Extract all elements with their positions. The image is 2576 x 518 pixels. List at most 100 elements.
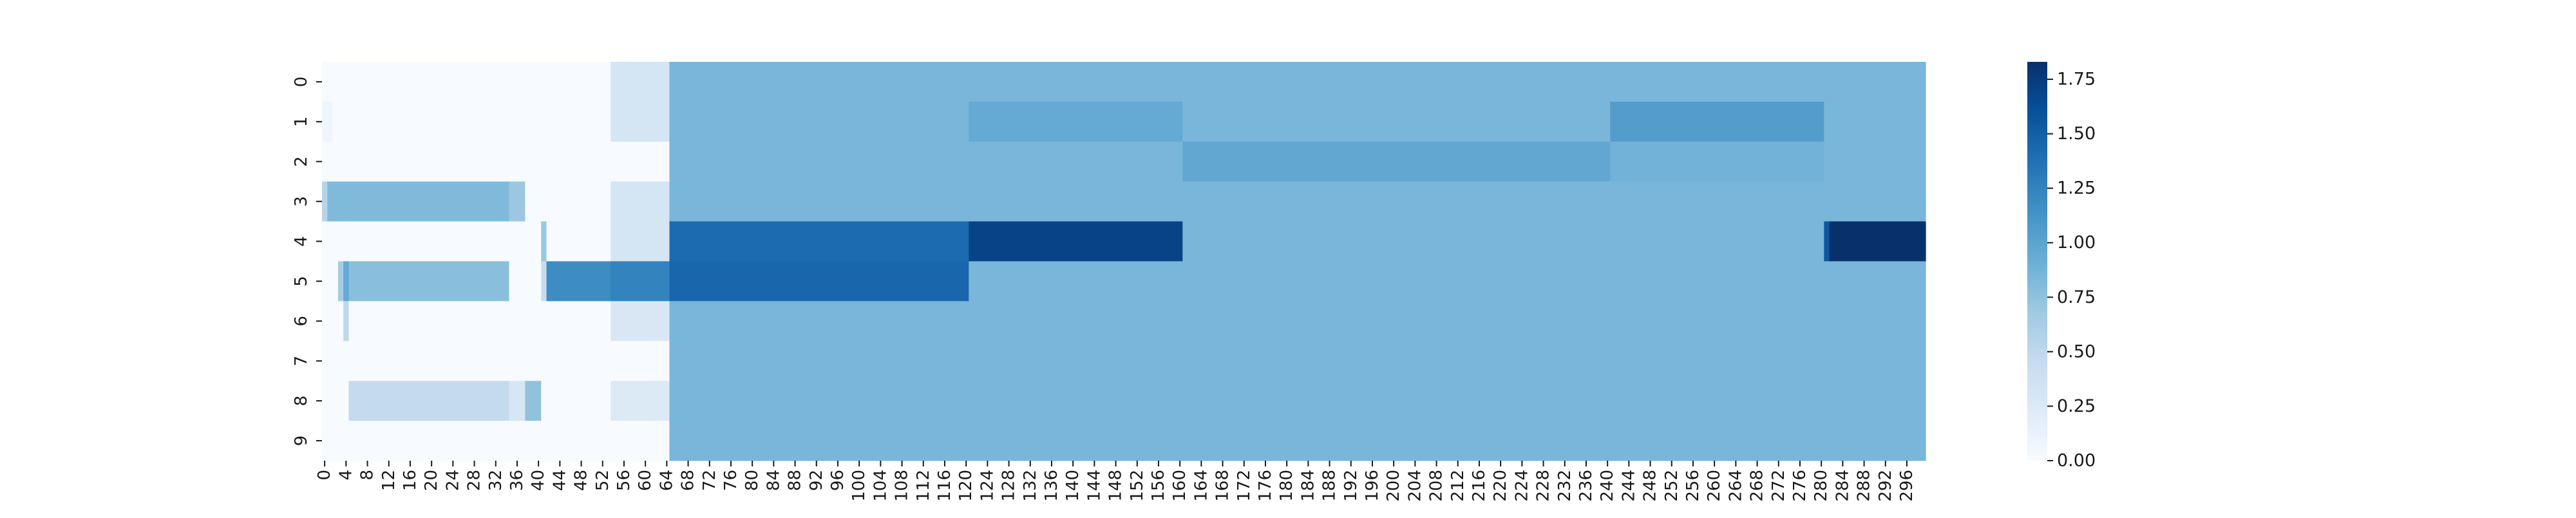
heatmap-cell xyxy=(1182,141,1611,182)
heatmap-cell xyxy=(343,301,350,341)
y-axis-ticks: 0 1 2 3 4 5 6 7 8 9 xyxy=(292,77,322,446)
x-tick-label: 220 xyxy=(1491,470,1510,502)
x-tick-label: 176 xyxy=(1256,470,1275,502)
x-tick-label: 44 xyxy=(550,470,569,491)
heatmap-cell xyxy=(669,381,1926,421)
y-tick-label: 1 xyxy=(292,117,311,128)
x-tick-label: 264 xyxy=(1726,470,1745,502)
x-tick-label: 40 xyxy=(529,470,548,491)
heatmap-cell xyxy=(322,62,611,102)
x-tick-label: 32 xyxy=(486,470,506,491)
heatmap-cell xyxy=(669,261,969,302)
x-tick-label: 280 xyxy=(1812,470,1831,502)
x-tick-label: 136 xyxy=(1042,470,1061,502)
heatmap-cell xyxy=(669,221,969,262)
x-tick-label: 12 xyxy=(379,470,399,491)
heatmap-cell xyxy=(322,101,334,142)
x-tick-label: 256 xyxy=(1683,470,1703,502)
x-tick-label: 288 xyxy=(1855,470,1874,502)
x-tick-label: 232 xyxy=(1555,470,1575,502)
heatmap-cell xyxy=(322,341,670,381)
x-tick-label: 28 xyxy=(465,470,484,491)
x-tick-label: 168 xyxy=(1213,470,1233,502)
x-tick-label: 196 xyxy=(1363,470,1382,502)
x-tick-label: 152 xyxy=(1128,470,1147,502)
heatmap-cell xyxy=(1829,221,1926,262)
colorbar: 0.00 0.25 0.50 0.75 1.00 1.25 1.50 1.75 xyxy=(2027,62,2096,471)
x-tick-label: 76 xyxy=(721,470,741,491)
colorbar-tick-label: 1.75 xyxy=(2057,70,2096,90)
heatmap-cell xyxy=(525,381,542,421)
heatmap-cell xyxy=(669,341,1926,381)
heatmap-cell xyxy=(525,181,611,222)
x-tick-label: 212 xyxy=(1448,470,1468,502)
x-tick-label: 268 xyxy=(1748,470,1767,502)
colorbar-tick-label: 0.00 xyxy=(2057,451,2096,471)
x-tick-label: 96 xyxy=(828,470,848,491)
x-tick-label: 160 xyxy=(1170,470,1189,502)
x-tick-label: 128 xyxy=(999,470,1019,502)
x-tick-label: 132 xyxy=(1021,470,1040,502)
x-tick-label: 164 xyxy=(1191,470,1211,502)
heatmap-cell xyxy=(1824,141,1926,182)
heatmap-cell xyxy=(332,101,611,142)
x-tick-label: 8 xyxy=(358,470,377,481)
x-tick-label: 68 xyxy=(679,470,698,491)
x-tick-label: 0 xyxy=(315,470,334,481)
heatmap-cell xyxy=(541,261,547,302)
x-tick-label: 296 xyxy=(1897,470,1917,502)
heatmap-cell xyxy=(1182,101,1611,142)
x-tick-label: 252 xyxy=(1662,470,1681,502)
x-tick-label: 188 xyxy=(1320,470,1340,502)
x-tick-label: 272 xyxy=(1769,470,1788,502)
x-tick-label: 240 xyxy=(1598,470,1617,502)
x-tick-label: 108 xyxy=(893,470,912,502)
y-tick-label: 9 xyxy=(292,436,311,446)
heatmap-cell xyxy=(611,261,670,302)
x-tick-label: 236 xyxy=(1577,470,1596,502)
colorbar-tick-label: 1.25 xyxy=(2057,178,2096,198)
x-tick-label: 248 xyxy=(1641,470,1660,502)
heatmap-cell xyxy=(669,62,1926,102)
heatmap-cells xyxy=(322,62,1926,461)
heatmap-cell xyxy=(322,301,344,341)
x-tick-label: 84 xyxy=(764,470,783,491)
colorbar-gradient xyxy=(2027,62,2047,461)
heatmap-cell xyxy=(1610,101,1824,142)
x-tick-label: 116 xyxy=(935,470,954,502)
x-tick-label: 112 xyxy=(914,470,933,502)
x-tick-label: 124 xyxy=(978,470,997,502)
x-tick-label: 80 xyxy=(743,470,762,491)
heatmap-cell xyxy=(348,301,611,341)
heatmap-cell xyxy=(546,221,611,262)
x-tick-label: 100 xyxy=(849,470,869,502)
x-tick-label: 48 xyxy=(572,470,591,491)
x-tick-label: 276 xyxy=(1790,470,1810,502)
colorbar-tick-label: 0.50 xyxy=(2057,341,2096,361)
heatmap-cell xyxy=(348,261,510,302)
heatmap-cell xyxy=(541,221,547,262)
x-tick-label: 140 xyxy=(1063,470,1083,502)
x-tick-label: 36 xyxy=(507,470,527,491)
x-tick-label: 216 xyxy=(1470,470,1489,502)
heatmap-cell xyxy=(611,301,670,341)
heatmap-cell xyxy=(509,381,526,421)
heatmap-cell xyxy=(669,421,1926,461)
x-tick-label: 244 xyxy=(1619,470,1638,502)
x-tick-label: 20 xyxy=(422,470,441,491)
heatmap-cell xyxy=(327,181,510,222)
x-tick-label: 92 xyxy=(807,470,826,491)
heatmap-cell xyxy=(669,301,1926,341)
heatmap-cell xyxy=(969,101,1183,142)
heatmap-cell xyxy=(322,261,339,302)
heatmap-cell xyxy=(541,381,611,421)
heatmap-cell xyxy=(669,181,1926,222)
x-tick-label: 180 xyxy=(1277,470,1296,502)
colorbar-tick-label: 1.50 xyxy=(2057,124,2096,144)
heatmap-cell xyxy=(669,101,969,142)
x-tick-label: 4 xyxy=(336,470,355,481)
heatmap-cell xyxy=(611,221,670,262)
x-tick-label: 284 xyxy=(1833,470,1852,502)
x-tick-label: 60 xyxy=(636,470,655,491)
